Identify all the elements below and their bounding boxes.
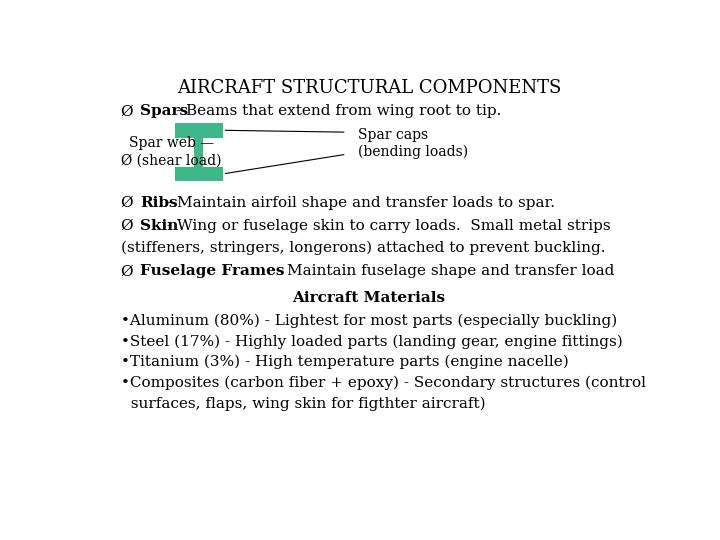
Text: Aircraft Materials: Aircraft Materials bbox=[292, 292, 446, 306]
Text: Spars: Spars bbox=[140, 104, 189, 118]
Text: AIRCRAFT STRUCTURAL COMPONENTS: AIRCRAFT STRUCTURAL COMPONENTS bbox=[177, 79, 561, 97]
Text: (stiffeners, stringers, longerons) attached to prevent buckling.: (stiffeners, stringers, longerons) attac… bbox=[121, 240, 606, 255]
Text: Ø: Ø bbox=[121, 196, 133, 210]
Text: Ø (shear load): Ø (shear load) bbox=[121, 153, 221, 167]
Text: Ø: Ø bbox=[121, 265, 133, 279]
Text: Spar web —: Spar web — bbox=[129, 136, 214, 150]
Text: Skin: Skin bbox=[140, 219, 179, 233]
Text: Ø: Ø bbox=[121, 104, 133, 118]
Bar bbox=[194, 123, 203, 167]
Text: •Titanium (3%) - High temperature parts (engine nacelle): •Titanium (3%) - High temperature parts … bbox=[121, 355, 569, 369]
Text: •Composites (carbon fiber + epoxy) - Secondary structures (control: •Composites (carbon fiber + epoxy) - Sec… bbox=[121, 376, 646, 390]
Text: surfaces, flaps, wing skin for figthter aircraft): surfaces, flaps, wing skin for figthter … bbox=[121, 396, 485, 411]
Text: Ø: Ø bbox=[121, 219, 133, 233]
Text: - Maintain airfoil shape and transfer loads to spar.: - Maintain airfoil shape and transfer lo… bbox=[167, 196, 555, 210]
Text: Fuselage Frames: Fuselage Frames bbox=[140, 265, 284, 279]
Text: - Wing or fuselage skin to carry loads.  Small metal strips: - Wing or fuselage skin to carry loads. … bbox=[167, 219, 611, 233]
Text: - Beams that extend from wing root to tip.: - Beams that extend from wing root to ti… bbox=[176, 104, 502, 118]
Text: Ribs: Ribs bbox=[140, 196, 178, 210]
Text: - Maintain fuselage shape and transfer load: - Maintain fuselage shape and transfer l… bbox=[277, 265, 614, 279]
Text: •Steel (17%) - Highly loaded parts (landing gear, engine fittings): •Steel (17%) - Highly loaded parts (land… bbox=[121, 334, 623, 349]
Text: •Aluminum (80%) - Lightest for most parts (especially buckling): •Aluminum (80%) - Lightest for most part… bbox=[121, 313, 617, 328]
Bar bbox=[175, 167, 222, 181]
Text: Spar caps
(bending loads): Spar caps (bending loads) bbox=[358, 129, 468, 159]
Bar bbox=[175, 123, 222, 138]
